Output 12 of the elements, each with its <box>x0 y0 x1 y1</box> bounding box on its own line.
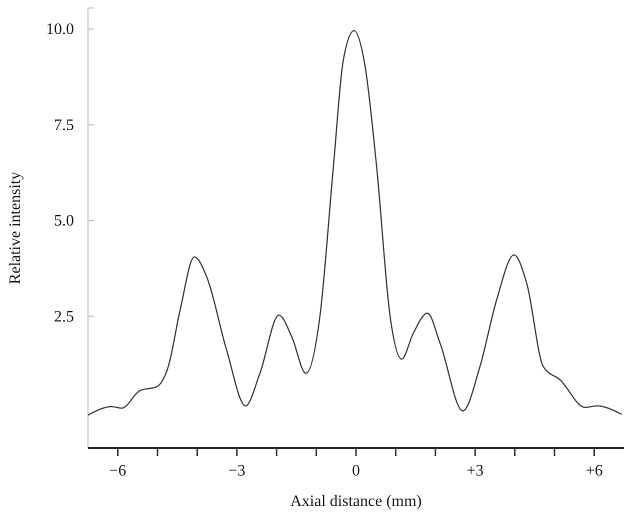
y-tick-label: 5.0 <box>54 212 74 230</box>
x-tick-label: +3 <box>466 462 484 480</box>
x-tick-label: 0 <box>352 462 360 480</box>
line-series <box>87 30 622 416</box>
x-tick-label: +6 <box>586 462 603 480</box>
y-tick-label: 10.0 <box>46 21 74 38</box>
y-tick-label: 7.5 <box>54 116 74 134</box>
x-tick-label: −3 <box>228 462 246 480</box>
x-axis-title: Axial distance (mm) <box>290 493 422 510</box>
y-axis-title: Relative intensity <box>7 172 24 284</box>
x-tick-label: −6 <box>109 462 126 480</box>
y-tick-label: 2.5 <box>54 308 74 326</box>
